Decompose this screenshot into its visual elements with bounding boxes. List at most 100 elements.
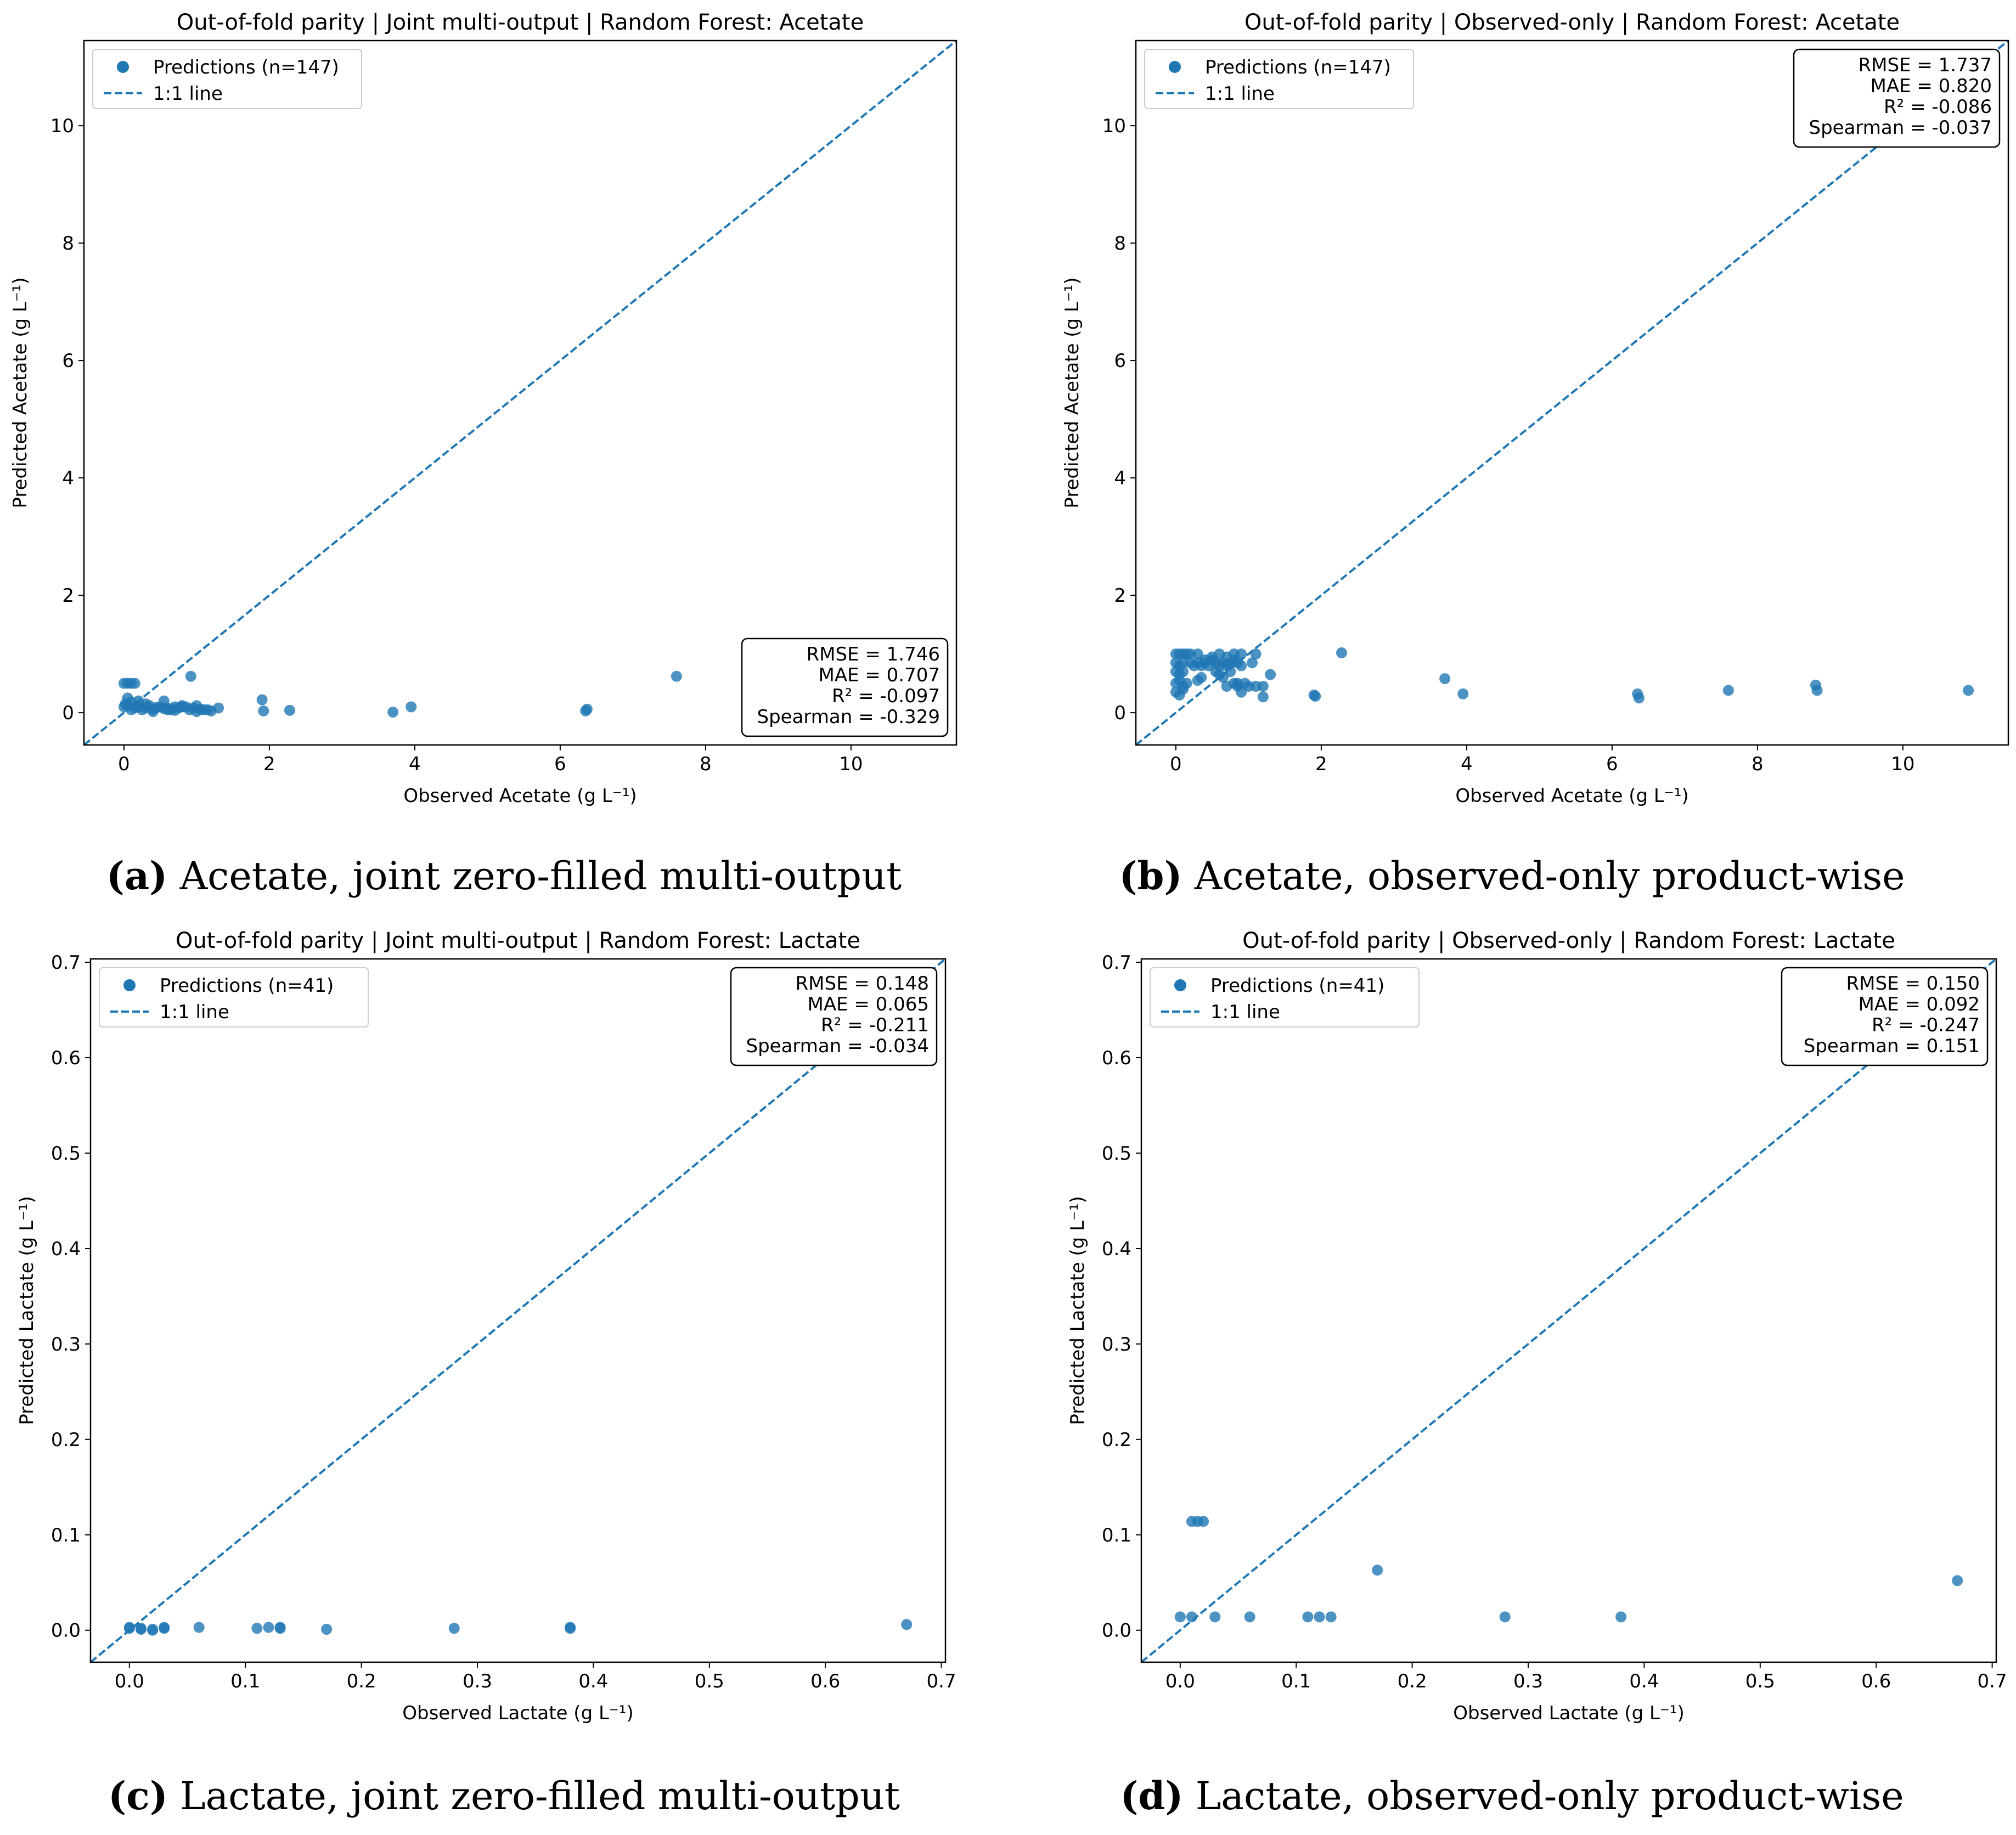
data-point xyxy=(1218,671,1229,683)
legend: Predictions (n=147) 1:1 line xyxy=(1144,49,1414,109)
legend-entry: Predictions (n=147) xyxy=(153,57,339,78)
y-axis-label: Predicted Lactate (g L⁻¹) xyxy=(1067,1196,1089,1425)
data-points xyxy=(1174,1516,1963,1623)
x-tick-label: 8 xyxy=(1752,753,1764,775)
y-tick-label: 0.3 xyxy=(51,1334,81,1356)
chart-panel-a: 0 2 4 6 8 10 0 2 4 6 8 10 Out-of-fold parity | Joint… xyxy=(9,10,958,807)
data-point xyxy=(1722,685,1734,696)
data-point xyxy=(1250,681,1262,692)
data-points xyxy=(1170,647,1974,704)
data-point xyxy=(129,677,140,689)
stats-line: R² = -0.211 xyxy=(821,1014,929,1036)
data-point xyxy=(581,703,593,715)
caption-b: (b) Acetate, observed-only product-wise xyxy=(1008,853,2016,899)
stats-frame xyxy=(730,967,938,1066)
chart-panel-b: 0 2 4 6 8 10 0 2 4 6 8 10 Out-of-fold parity | Obser… xyxy=(1061,10,2009,807)
stats-line: MAE = 0.820 xyxy=(1870,75,1992,97)
caption-tag: (d) xyxy=(1120,1773,1184,1819)
data-point xyxy=(1192,648,1203,660)
data-point xyxy=(213,702,224,714)
data-point xyxy=(1178,684,1189,695)
x-tick-label: 0.4 xyxy=(578,1670,608,1692)
data-point xyxy=(1178,666,1189,677)
y-tick-label: 0.4 xyxy=(51,1238,81,1260)
y-tick-label: 0.1 xyxy=(1102,1525,1131,1546)
legend-marker-icon xyxy=(1174,979,1186,991)
legend-box xyxy=(92,49,362,109)
data-point xyxy=(1314,1611,1325,1623)
chart-title: Out-of-fold parity | Observed-only | Ran… xyxy=(1242,928,1895,953)
y-tick-label: 0.0 xyxy=(51,1620,81,1642)
y-tick-label: 0.2 xyxy=(1102,1429,1131,1451)
caption-text: Acetate, joint zero-filled multi-output xyxy=(179,854,902,899)
caption-d: (d) Lactate, observed-only product-wise xyxy=(1008,1773,2016,1819)
x-tick-label: 0.5 xyxy=(1745,1670,1775,1692)
legend-entry: 1:1 line xyxy=(160,1001,229,1023)
y-tick-label: 2 xyxy=(1114,585,1126,607)
data-point xyxy=(1236,660,1247,671)
data-point xyxy=(671,670,682,682)
x-tick-label: 0 xyxy=(118,753,130,775)
y-tick-label: 6 xyxy=(1114,350,1126,372)
y-tick-label: 8 xyxy=(1114,233,1126,255)
data-point xyxy=(256,694,268,705)
x-axis-label: Observed Acetate (g L⁻¹) xyxy=(1455,785,1688,807)
data-point xyxy=(1499,1611,1511,1623)
data-point xyxy=(1198,1516,1209,1527)
data-point xyxy=(193,1622,205,1633)
x-tick-label: 4 xyxy=(409,753,421,775)
data-point xyxy=(565,1623,576,1634)
stats-line: R² = -0.086 xyxy=(1884,96,1992,118)
data-point xyxy=(123,1623,135,1634)
caption-text: Lactate, observed-only product-wise xyxy=(1195,1774,1904,1819)
y-tick-label: 0.4 xyxy=(1102,1238,1131,1260)
data-point xyxy=(263,1622,274,1633)
data-point xyxy=(1209,1611,1221,1623)
stats-line: MAE = 0.065 xyxy=(807,993,929,1015)
plot-frame xyxy=(1140,958,1997,1663)
data-point xyxy=(1615,1611,1627,1623)
x-tick-label: 0.4 xyxy=(1629,1670,1659,1692)
stats-line: MAE = 0.092 xyxy=(1858,993,1980,1015)
x-tick-label: 2 xyxy=(263,753,275,775)
data-point xyxy=(191,706,202,718)
data-point xyxy=(1232,677,1243,689)
stats-frame xyxy=(1781,967,1989,1066)
y-tick-label: 0.5 xyxy=(51,1143,81,1165)
data-point xyxy=(135,1623,147,1635)
stats-line: RMSE = 0.150 xyxy=(1846,973,1980,995)
x-tick-label: 0.3 xyxy=(1513,1670,1543,1692)
y-tick-label: 0.7 xyxy=(1102,952,1131,974)
data-points xyxy=(123,1619,913,1636)
y-tick-label: 0.7 xyxy=(51,952,81,974)
legend-marker-icon xyxy=(1169,61,1181,73)
x-tick-label: 0.5 xyxy=(695,1670,724,1692)
data-point xyxy=(406,701,417,713)
y-axis-label: Predicted Lactate (g L⁻¹) xyxy=(16,1196,38,1425)
y-tick-label: 10 xyxy=(1102,115,1126,137)
y-tick-label: 0.6 xyxy=(1102,1047,1131,1069)
caption-c: (c) Lactate, joint zero-filled multi-out… xyxy=(0,1773,1008,1819)
x-tick-label: 0.6 xyxy=(810,1670,840,1692)
stats-frame xyxy=(1793,48,2001,148)
x-tick-label: 8 xyxy=(700,753,712,775)
stats-line: RMSE = 0.148 xyxy=(796,973,929,995)
caption-text: Acetate, observed-only product-wise xyxy=(1194,854,1905,899)
plot-frame xyxy=(1135,39,2009,746)
data-point xyxy=(126,696,137,708)
data-point xyxy=(169,704,181,716)
x-tick-label: 0.3 xyxy=(463,1670,492,1692)
data-point xyxy=(901,1619,913,1630)
data-point xyxy=(1310,691,1321,702)
stats-line: Spearman = -0.034 xyxy=(746,1035,929,1057)
legend-entry: Predictions (n=41) xyxy=(160,975,334,997)
caption-tag: (a) xyxy=(106,853,168,899)
y-tick-label: 0.5 xyxy=(1102,1143,1131,1165)
data-point xyxy=(284,704,295,716)
y-tick-label: 10 xyxy=(50,115,74,137)
x-tick-label: 6 xyxy=(554,753,566,775)
data-point xyxy=(1236,686,1247,698)
data-point xyxy=(1250,648,1262,660)
